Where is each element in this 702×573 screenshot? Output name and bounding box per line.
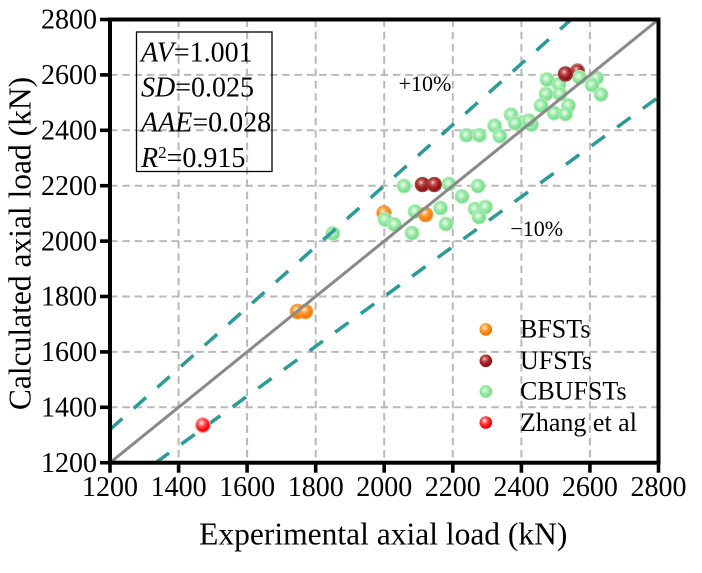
svg-text:1600: 1600	[219, 472, 275, 503]
svg-text:2400: 2400	[493, 472, 549, 503]
svg-text:Zhang et al: Zhang et al	[520, 408, 637, 437]
svg-text:2800: 2800	[631, 472, 687, 503]
svg-text:2800: 2800	[41, 5, 97, 36]
svg-text:1200: 1200	[41, 448, 97, 479]
svg-text:CBUFSTs: CBUFSTs	[520, 377, 627, 406]
svg-text:UFSTs: UFSTs	[520, 346, 592, 375]
svg-text:AAE=0.028: AAE=0.028	[139, 108, 271, 139]
svg-text:+10%: +10%	[399, 71, 452, 96]
svg-text:2200: 2200	[41, 171, 97, 202]
svg-text:1800: 1800	[41, 282, 97, 313]
svg-text:R2=0.915: R2=0.915	[140, 143, 245, 174]
svg-text:2200: 2200	[425, 472, 481, 503]
svg-text:2400: 2400	[41, 116, 97, 147]
svg-text:1600: 1600	[41, 337, 97, 368]
svg-text:1800: 1800	[288, 472, 344, 503]
svg-text:2000: 2000	[41, 226, 97, 257]
svg-text:1400: 1400	[151, 472, 207, 503]
svg-text:2000: 2000	[356, 472, 412, 503]
svg-text:Experimental axial load (kN): Experimental axial load (kN)	[199, 517, 567, 552]
svg-text:Calculated axial load (kN): Calculated axial load (kN)	[3, 77, 38, 410]
svg-text:2600: 2600	[41, 60, 97, 91]
svg-text:AV=1.001: AV=1.001	[139, 38, 253, 69]
svg-text:SD=0.025: SD=0.025	[141, 73, 254, 104]
svg-text:2600: 2600	[562, 472, 618, 503]
svg-text:BFSTs: BFSTs	[520, 315, 590, 344]
svg-text:−10%: −10%	[510, 216, 563, 241]
svg-text:1200: 1200	[82, 472, 138, 503]
svg-text:1400: 1400	[41, 393, 97, 424]
